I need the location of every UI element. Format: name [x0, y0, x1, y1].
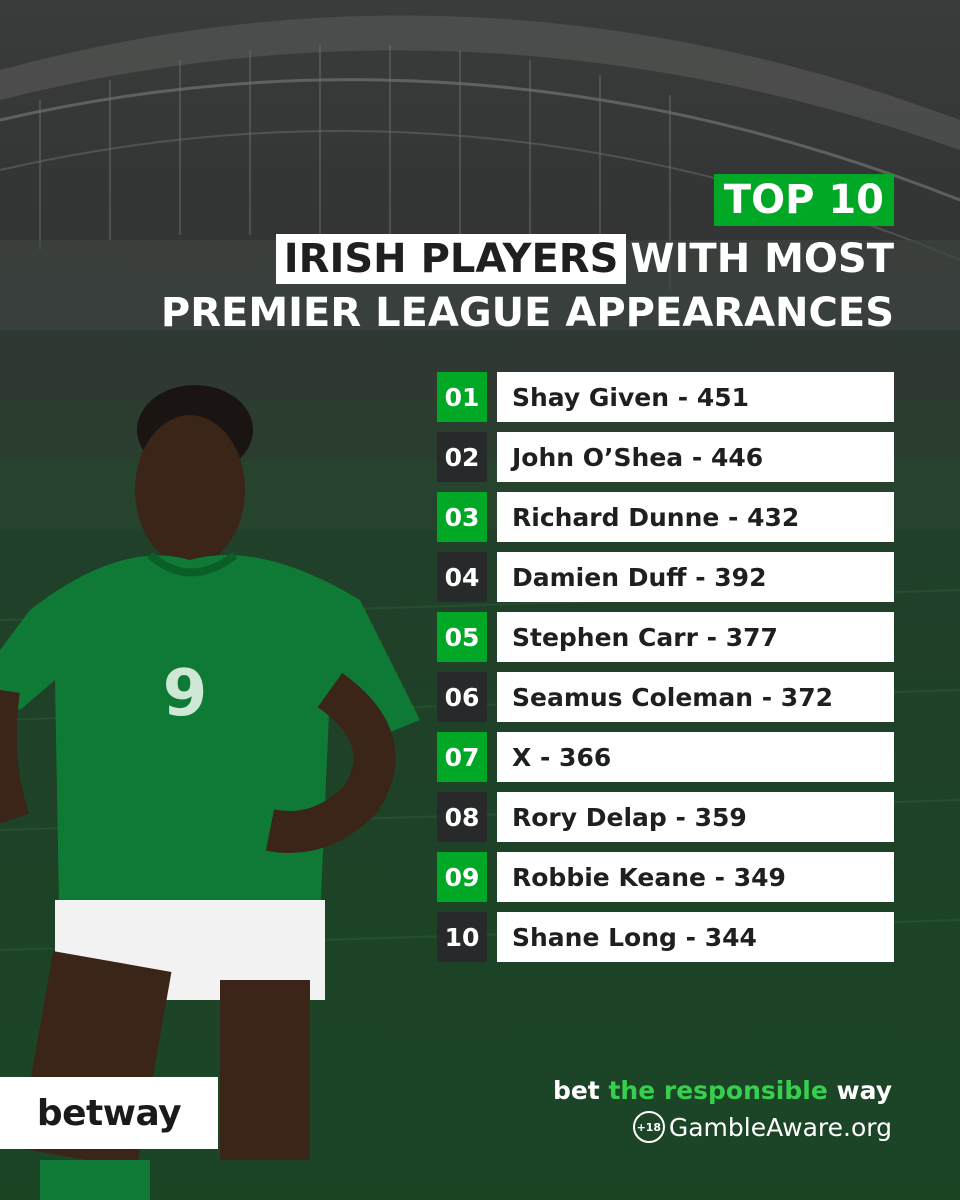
- title-line-2: PREMIER LEAGUE APPEARANCES: [160, 290, 894, 336]
- title-block: TOP 10 IRISH PLAYERS WITH MOST PREMIER LE…: [161, 174, 894, 340]
- player-entry: Damien Duff - 392: [497, 552, 894, 602]
- tagline-way: way: [836, 1076, 893, 1105]
- rankings-list: 01 Shay Given - 451 02 John O’Shea - 446…: [437, 372, 894, 972]
- rank-number: 10: [437, 912, 487, 962]
- gamble-aware[interactable]: +18 GambleAware.org: [553, 1111, 892, 1143]
- ranking-row: 05 Stephen Carr - 377: [437, 612, 894, 662]
- player-entry: Richard Dunne - 432: [497, 492, 894, 542]
- title-line-1: IRISH PLAYERS WITH MOST: [161, 232, 894, 286]
- player-entry: Stephen Carr - 377: [497, 612, 894, 662]
- player-entry: John O’Shea - 446: [497, 432, 894, 482]
- ranking-row: 09 Robbie Keane - 349: [437, 852, 894, 902]
- player-entry: Seamus Coleman - 372: [497, 672, 894, 722]
- rank-number: 06: [437, 672, 487, 722]
- rank-number: 02: [437, 432, 487, 482]
- rank-number: 04: [437, 552, 487, 602]
- tagline-bet: bet: [552, 1076, 600, 1105]
- rank-number: 05: [437, 612, 487, 662]
- ranking-row: 04 Damien Duff - 392: [437, 552, 894, 602]
- player-entry: Rory Delap - 359: [497, 792, 894, 842]
- title-highlight: IRISH PLAYERS: [275, 234, 627, 284]
- title-rest: WITH MOST: [630, 236, 894, 282]
- ranking-row: 02 John O’Shea - 446: [437, 432, 894, 482]
- age-18-plus-icon: +18: [632, 1111, 665, 1143]
- ranking-row: 06 Seamus Coleman - 372: [437, 672, 894, 722]
- shirt-number: 9: [163, 657, 208, 731]
- rank-number: 09: [437, 852, 487, 902]
- player-entry: Robbie Keane - 349: [497, 852, 894, 902]
- responsible-tagline: bet the responsible way: [553, 1076, 892, 1105]
- responsible-gambling-block: bet the responsible way +18 GambleAware.…: [553, 1076, 892, 1143]
- ranking-row: 08 Rory Delap - 359: [437, 792, 894, 842]
- ranking-row: 10 Shane Long - 344: [437, 912, 894, 962]
- ranking-row: 01 Shay Given - 451: [437, 372, 894, 422]
- tagline-responsible: the responsible: [608, 1076, 828, 1105]
- player-illustration: 9: [0, 385, 420, 1200]
- betway-logo[interactable]: betway: [0, 1077, 218, 1149]
- ranking-row: 03 Richard Dunne - 432: [437, 492, 894, 542]
- top-10-badge: TOP 10: [713, 174, 894, 226]
- rank-number: 03: [437, 492, 487, 542]
- player-entry: Shane Long - 344: [497, 912, 894, 962]
- rank-number: 01: [437, 372, 487, 422]
- gamble-aware-link[interactable]: GambleAware.org: [668, 1112, 892, 1142]
- rank-number: 07: [437, 732, 487, 782]
- rank-number: 08: [437, 792, 487, 842]
- player-entry: X - 366: [497, 732, 894, 782]
- player-entry: Shay Given - 451: [497, 372, 894, 422]
- logo-text: betway: [36, 1092, 182, 1134]
- ranking-row: 07 X - 366: [437, 732, 894, 782]
